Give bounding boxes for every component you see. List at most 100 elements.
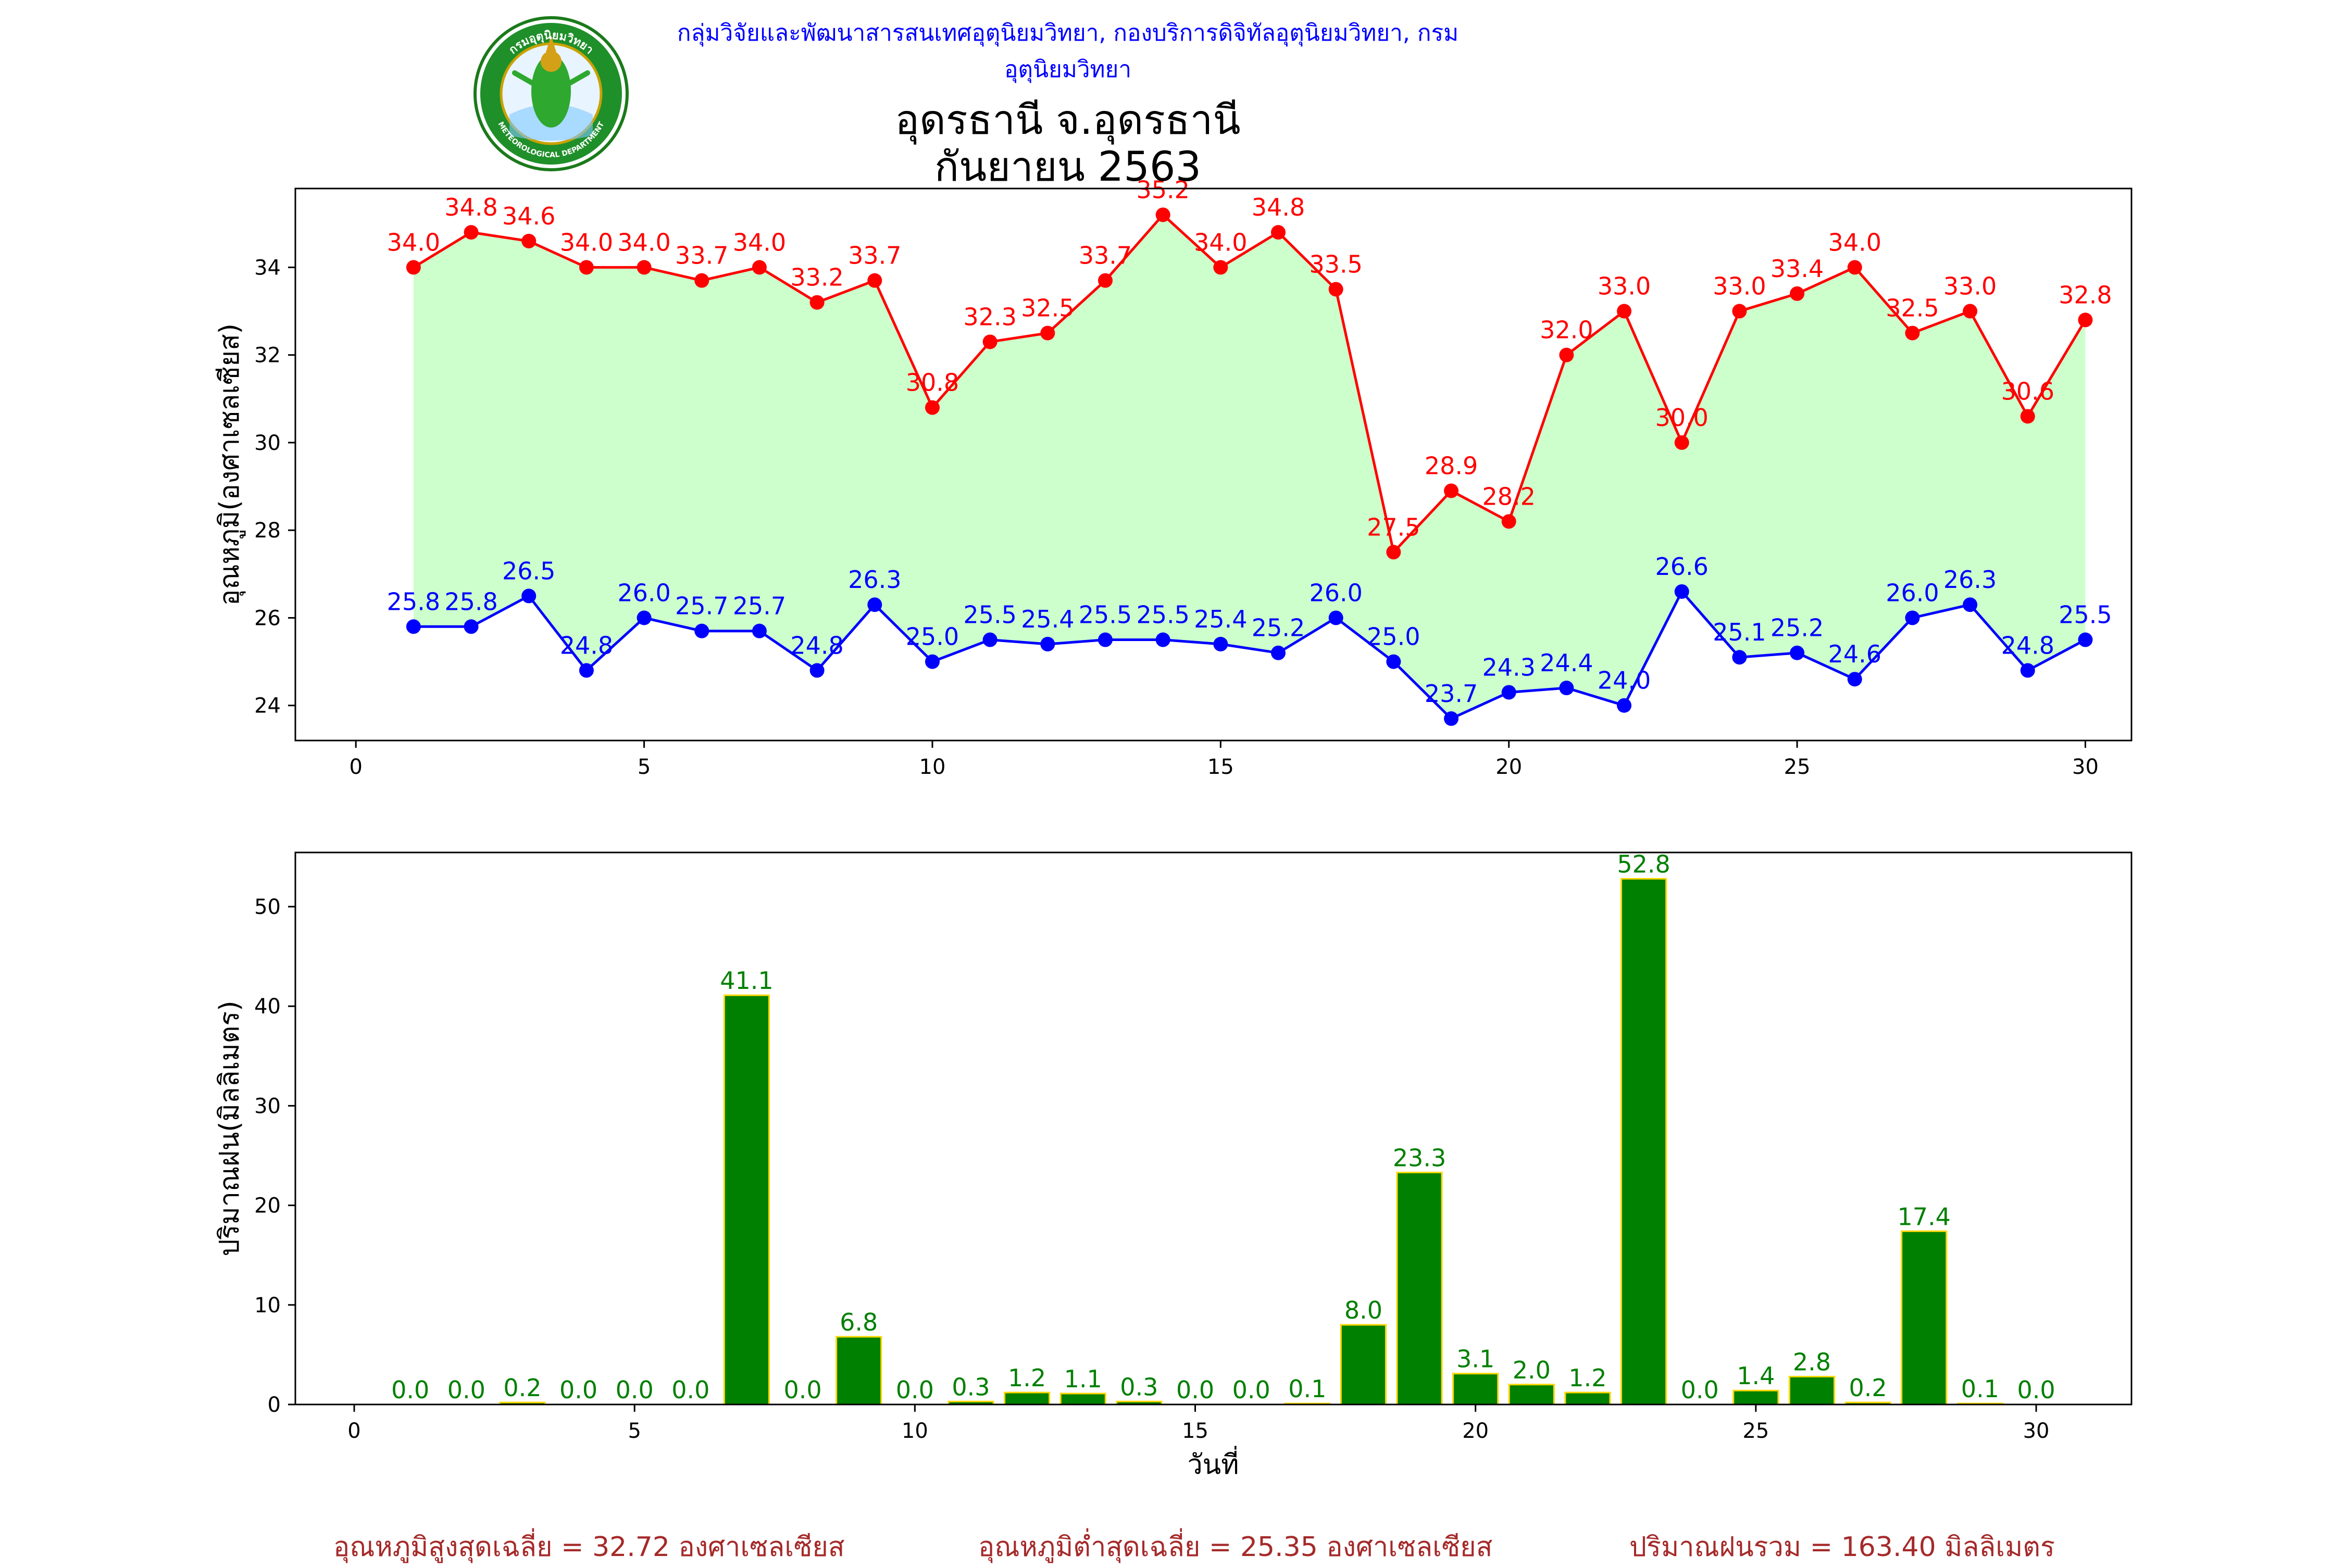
min-temp-point <box>1905 610 1920 625</box>
min-temp-value-label: 23.7 <box>1425 680 1478 708</box>
min-temp-value-label: 25.5 <box>1136 601 1189 629</box>
avg-min-temp-summary: อุณหภูมิต่ำสุดเฉลี่ย = 25.35 องศาเซลเซีย… <box>978 1532 1493 1563</box>
rainfall-value-label: 0.0 <box>447 1376 485 1404</box>
min-temp-point <box>1213 636 1228 651</box>
min-temp-value-label: 24.4 <box>1540 649 1593 677</box>
max-temp-point <box>925 400 940 415</box>
max-temp-point <box>1905 325 1920 341</box>
max-temp-line <box>413 212 2087 555</box>
rainfall-bar <box>1732 1389 1779 1406</box>
max-temp-point <box>1674 435 1689 450</box>
max-temp-point <box>2020 409 2035 424</box>
rainfall-y-tick-label: 20 <box>254 1194 281 1218</box>
min-temp-point <box>1328 610 1343 625</box>
temperature-y-tick-label: 24 <box>254 694 281 718</box>
max-temp-point <box>579 260 594 275</box>
max-temp-value-label: 33.0 <box>1943 272 1997 300</box>
max-temp-value-label: 34.0 <box>387 228 440 256</box>
chart-title-station: อุดรธานี จ.อุดรธานี <box>895 97 1241 144</box>
min-temp-value-label: 25.2 <box>1771 614 1824 642</box>
rainfall-x-tick-label: 25 <box>1742 1419 1769 1443</box>
rainfall-x-tick-label: 20 <box>1462 1419 1489 1443</box>
rainfall-chart: 0.0 0.0 0.2 0.0 0.0 0.0 41.1 0.0 6.8 0.0 0.3 1.2 1.1… <box>214 850 2133 1481</box>
min-temp-value-label: 24.3 <box>1482 653 1535 681</box>
rainfall-bar <box>1508 1384 1555 1406</box>
min-temp-point <box>1444 711 1459 726</box>
rainfall-value-label: 2.8 <box>1793 1348 1831 1376</box>
min-temp-point <box>694 623 709 638</box>
max-temp-value-label: 33.5 <box>1309 250 1362 278</box>
rainfall-value-label: 3.1 <box>1456 1345 1494 1373</box>
rainfall-plot-frame <box>294 851 2133 1406</box>
rainfall-x-tick-label: 0 <box>347 1419 360 1443</box>
rainfall-x-tick-label: 5 <box>628 1419 641 1443</box>
max-temp-value-label: 34.8 <box>1252 193 1305 221</box>
rainfall-bar <box>1004 1391 1051 1406</box>
min-temp-value-label: 24.6 <box>1828 640 1881 668</box>
temperature-y-tick-label: 34 <box>254 256 281 280</box>
rainfall-value-label: 0.0 <box>2017 1376 2055 1404</box>
max-temp-point <box>1040 325 1055 341</box>
rainfall-bar <box>1452 1373 1499 1406</box>
rainfall-value-label: 0.0 <box>784 1376 822 1404</box>
rainfall-y-axis-label: ปริมาณฝน(มิลลิเมตร) <box>214 1000 245 1256</box>
max-temp-point <box>1847 260 1862 275</box>
temperature-y-tick-label: 26 <box>254 606 281 630</box>
min-temp-point <box>406 619 421 634</box>
rainfall-value-label: 0.0 <box>559 1376 597 1404</box>
min-temp-point <box>2078 632 2093 647</box>
rainfall-value-label: 0.2 <box>1849 1374 1887 1402</box>
rainfall-value-label: 0.0 <box>1176 1376 1214 1404</box>
max-temp-point <box>1732 304 1747 319</box>
min-temp-point <box>809 663 825 678</box>
max-temp-value-label: 33.0 <box>1598 272 1651 300</box>
max-temp-point <box>809 295 825 310</box>
chart-title-month: กันยายน 2563 <box>934 144 1202 191</box>
min-temp-value-label: 25.2 <box>1252 614 1305 642</box>
max-temp-value-label: 35.2 <box>1136 175 1189 204</box>
min-temp-value-label: 26.0 <box>1309 579 1362 607</box>
temperature-y-tick-label: 28 <box>254 519 281 543</box>
temperature-x-tick-label: 0 <box>349 755 362 779</box>
temperature-plot-frame <box>294 187 2133 742</box>
max-temp-value-label: 32.0 <box>1540 316 1593 344</box>
max-temp-point <box>1444 483 1459 498</box>
min-temp-point <box>521 588 537 604</box>
min-temp-point <box>925 654 940 669</box>
total-rainfall-summary: ปริมาณฝนรวม = 163.40 มิลลิเมตร <box>1629 1532 2055 1563</box>
min-temp-point <box>752 623 767 638</box>
max-temp-point <box>752 260 767 275</box>
temperature-range-fill <box>413 215 2086 719</box>
rainfall-value-label: 41.1 <box>720 967 773 995</box>
rainfall-value-label: 0.1 <box>1288 1375 1326 1403</box>
rainfall-value-label: 0.0 <box>1232 1376 1270 1404</box>
min-temp-value-label: 25.7 <box>675 592 728 620</box>
min-temp-point <box>1790 645 1805 660</box>
max-temp-point <box>694 273 709 288</box>
min-temp-point <box>1098 632 1113 647</box>
min-temp-point <box>464 619 479 634</box>
temperature-x-tick-label: 15 <box>1207 755 1234 779</box>
max-temp-value-label: 32.3 <box>963 303 1016 331</box>
rainfall-value-label: 0.3 <box>952 1373 990 1401</box>
rainfall-value-label: 23.3 <box>1393 1144 1446 1172</box>
min-temp-point <box>867 597 882 612</box>
rainfall-bar <box>1396 1172 1443 1406</box>
min-temp-value-label: 25.7 <box>733 592 786 620</box>
min-temp-point <box>1386 654 1401 669</box>
rainfall-value-label: 0.0 <box>391 1376 429 1404</box>
temperature-y-axis-label: อุณหภูมิ(องศาเซลเซียส) <box>214 323 246 606</box>
max-temp-point <box>1328 282 1343 297</box>
max-temp-value-label: 33.2 <box>790 264 843 292</box>
rainfall-bar <box>1788 1375 1836 1406</box>
max-temp-value-label: 34.0 <box>1194 228 1247 256</box>
max-temp-value-label: 30.8 <box>906 369 959 397</box>
max-temp-value-label: 34.0 <box>733 228 786 256</box>
min-temp-point <box>2020 663 2035 678</box>
rainfall-value-label: 52.8 <box>1617 850 1670 878</box>
max-temp-value-label: 34.0 <box>560 228 613 256</box>
min-temp-value-label: 25.1 <box>1713 618 1766 646</box>
max-temp-value-label: 34.0 <box>617 228 670 256</box>
max-temp-point <box>1790 286 1805 301</box>
min-temp-point <box>1963 597 1978 612</box>
